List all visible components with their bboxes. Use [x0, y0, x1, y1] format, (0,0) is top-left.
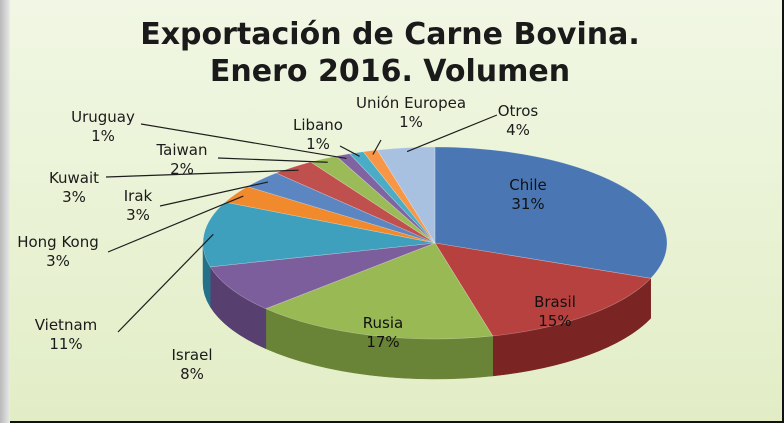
- slice-value-taiwan: 2%: [170, 160, 194, 178]
- slice-otros: [376, 146, 436, 245]
- leader-line-taiwan: [217, 157, 328, 163]
- slice-rusia: [265, 242, 494, 340]
- leader-lines: [105, 114, 498, 333]
- slice-value-otros: 4%: [506, 121, 530, 139]
- left-window-edge: [0, 0, 10, 423]
- leader-line-uruguay: [140, 123, 347, 160]
- slice-value-chile: 31%: [511, 195, 544, 213]
- slice-label-vietnam: Vietnam: [35, 316, 98, 334]
- leader-line-irak: [159, 181, 269, 207]
- pie-sides: [202, 242, 651, 380]
- chart-title-line-1: Exportación de Carne Bovina.: [140, 17, 640, 52]
- slice-label-otros: Otros: [498, 102, 539, 120]
- slice-label-brasil: Brasil: [534, 293, 576, 311]
- slice-chile: [434, 146, 668, 279]
- slice-value-libano: 1%: [306, 135, 330, 153]
- slice-value-brasil: 15%: [538, 312, 571, 330]
- slice-value-hong-kong: 3%: [46, 252, 70, 270]
- leader-line-kuwait: [105, 169, 299, 178]
- slice-label-rusia: Rusia: [363, 314, 403, 332]
- slice-value-uruguay: 1%: [91, 127, 115, 145]
- leader-line-vietnam: [117, 233, 214, 333]
- slice-value-union-europea: 1%: [399, 113, 423, 131]
- slice-label-union-europea: Unión Europea: [356, 94, 466, 112]
- slice-libano: [348, 151, 436, 244]
- slice-label-irak: Irak: [124, 187, 153, 205]
- slice-value-israel: 8%: [180, 365, 204, 383]
- slice-israel: [209, 242, 436, 310]
- slice-label-uruguay: Uruguay: [71, 108, 135, 126]
- chart-title: Exportación de Carne Bovina. Enero 2016.…: [40, 16, 740, 90]
- slice-value-vietnam: 11%: [49, 335, 82, 353]
- slice-label-kuwait: Kuwait: [49, 169, 99, 187]
- leader-line-otros: [406, 114, 498, 153]
- leader-line-hong-kong: [107, 195, 244, 253]
- slice-label-libano: Libano: [293, 116, 343, 134]
- slice-union-europea: [362, 149, 436, 244]
- leader-line-union-europea: [372, 139, 382, 155]
- slice-vietnam: [202, 201, 436, 268]
- slice-label-israel: Israel: [172, 346, 213, 364]
- slice-label-taiwan: Taiwan: [155, 141, 207, 159]
- slice-label-hong-kong: Hong Kong: [17, 233, 99, 251]
- slice-value-rusia: 17%: [366, 333, 399, 351]
- pie-slices: [202, 146, 668, 340]
- leader-line-libano: [339, 145, 360, 157]
- slice-value-kuwait: 3%: [62, 188, 86, 206]
- chart-title-line-2: Enero 2016. Volumen: [209, 54, 571, 89]
- slice-brasil: [434, 242, 652, 337]
- slice-value-irak: 3%: [126, 206, 150, 224]
- slice-label-chile: Chile: [509, 176, 547, 194]
